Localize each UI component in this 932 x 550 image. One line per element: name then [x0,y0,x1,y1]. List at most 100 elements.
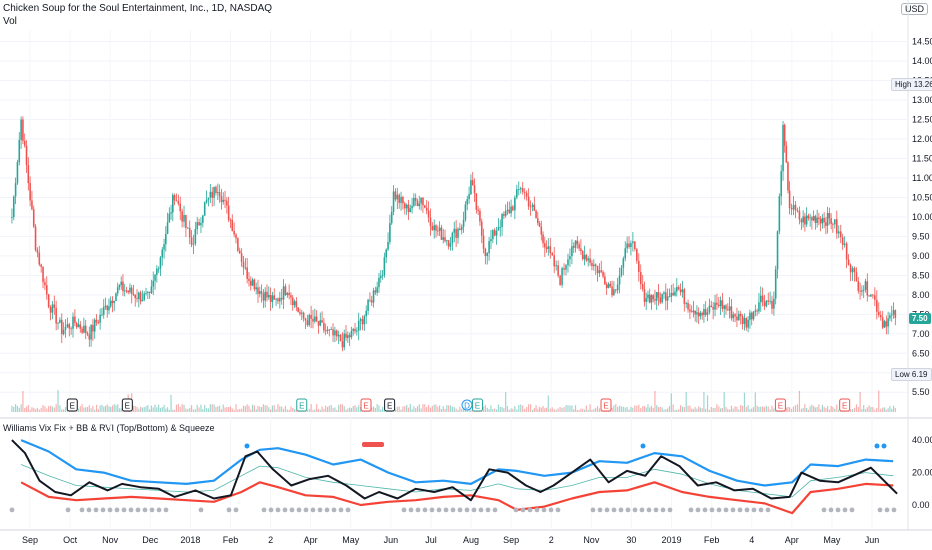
volume-bar [811,404,813,412]
volume-bar [738,409,740,412]
volume-bar [814,407,816,412]
candle-body [591,262,593,267]
squeeze-dot [471,507,477,513]
volume-bar [582,408,584,412]
volume-bar [585,405,587,412]
candle-body [862,289,865,291]
event-marker: E [600,398,612,412]
volume-bar [537,408,539,412]
squeeze-dot [758,507,764,513]
volume-bar [354,405,356,412]
event-marker: E [66,398,78,412]
volume-bar [316,404,318,412]
volume-bar [319,409,321,412]
candle-body [622,258,625,268]
volume-bar [159,407,162,412]
volume-bar [624,407,626,412]
candle-body [209,191,212,198]
volume-bar [103,406,105,412]
candle-body [165,233,167,245]
volume-bar [591,409,593,412]
volume-bar [205,408,208,412]
volume-bar [402,406,404,412]
volume-bar [647,404,649,412]
volume-bar [48,406,50,412]
volume-bar [271,405,274,412]
volume-bar [172,409,174,412]
candle-body [411,205,413,209]
volume-bar [411,409,413,412]
bottom-signal-dot [874,443,880,449]
candle-body [641,284,644,290]
candle-body [365,310,368,317]
volume-bars [11,390,896,412]
volume-bar [190,405,193,412]
candle-body [403,203,406,209]
volume-bar [81,404,83,412]
squeeze-dot [653,507,659,513]
volume-bar [175,404,178,412]
volume-bar [555,409,557,412]
volume-bar [325,405,327,412]
candle-body [293,301,296,306]
indicator-tick-label: 0.00 [912,500,930,510]
candle-body [302,312,305,319]
candle-body [405,204,408,209]
candle-body [387,241,389,250]
bottom-signal-dot [244,443,250,449]
candle-body [51,304,54,313]
time-tick-label: 2 [268,535,273,545]
volume-bar [828,409,830,412]
volume-bar [16,405,19,412]
squeeze-dot [541,507,547,513]
candle-body [306,320,309,326]
volume-bar [725,406,727,412]
candle-body [258,291,261,294]
candle-body [547,246,550,249]
candle-body [170,212,172,214]
candle-body [115,293,117,302]
candle-body [290,295,292,298]
event-label: D [464,402,470,411]
volume-bar [161,407,163,412]
candle-body [663,292,665,294]
volume-bar [192,409,195,412]
candle-body [819,219,822,224]
bottom-signal-dot [881,443,887,449]
volume-bar [213,404,215,412]
candle-body [475,193,478,210]
squeeze-dot [877,507,883,513]
candle-body [312,318,314,322]
candle-body [661,293,663,303]
candle-body [648,294,651,303]
candle-body [66,324,69,327]
candle-body [81,328,83,333]
candle-body [495,230,498,236]
candle-body [86,332,89,335]
candle-body [457,228,459,238]
squeeze-dot [884,507,890,513]
volume-bar [260,407,263,412]
candle-body [47,294,50,308]
price-tick-label: 8.00 [912,290,930,300]
volume-bar [292,408,294,412]
candle-body [97,322,100,324]
volume-bar [46,408,48,412]
candle-body [381,275,384,276]
candle-body [571,246,573,257]
squeeze-dot [646,507,652,513]
indicator-pane [9,439,898,515]
volume-bar [49,405,52,412]
candle-body [150,286,153,293]
candle-body [45,285,48,295]
candle-body [455,228,457,238]
candle-body [553,255,555,267]
squeeze-dot [660,507,666,513]
candle-body [477,209,479,211]
candle-body [618,275,621,285]
volume-bar [204,405,206,412]
volume-bar [170,394,172,412]
volume-bar [659,406,661,412]
squeeze-dot [107,507,113,513]
